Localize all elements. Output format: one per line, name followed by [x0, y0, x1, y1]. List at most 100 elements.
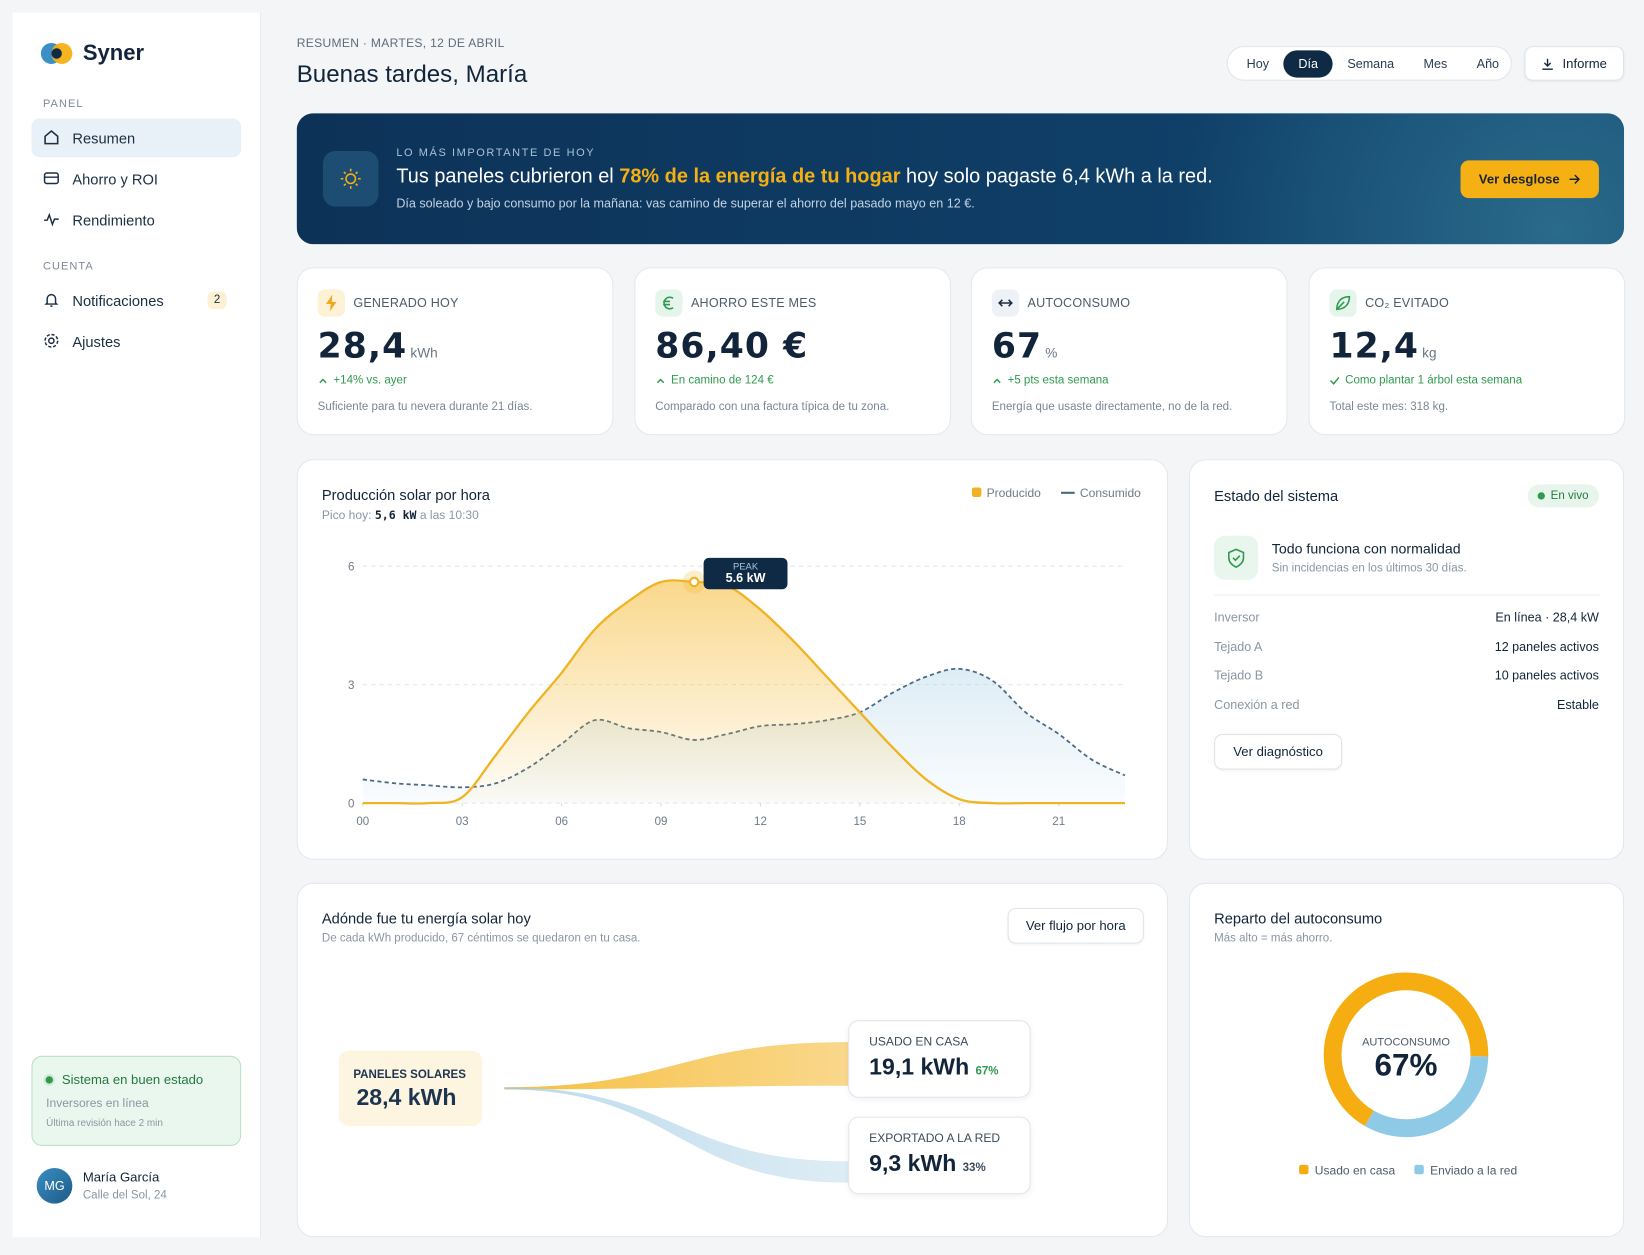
kpi-delta: +5 pts esta semana	[992, 374, 1109, 387]
peak-point	[688, 576, 700, 588]
row-label: Tejado B	[1214, 668, 1264, 683]
y-tick-label: 6	[348, 561, 354, 573]
kpi-value: 86,40 €	[655, 325, 808, 366]
banner-detail: Día soleado y bajo consumo por la mañana…	[396, 196, 975, 211]
user-name: María García	[82, 1170, 160, 1185]
delta-text: +5 pts esta semana	[1007, 374, 1109, 387]
text: a las 10:30	[416, 509, 479, 523]
period-pill[interactable]: Semana	[1347, 56, 1395, 71]
x-tick-label: 06	[555, 816, 568, 828]
donut-center-label: AUTOCONSUMO	[1362, 1036, 1450, 1048]
status-dot	[43, 1074, 56, 1086]
unit: kg	[1422, 344, 1437, 361]
target-box: EXPORTADO A LA RED 9,3 kWh 33%	[848, 1116, 1031, 1195]
delta-icon	[319, 378, 327, 384]
target-label: EXPORTADO A LA RED	[869, 1132, 1001, 1145]
delta-text: +14% vs. ayer	[333, 374, 407, 387]
period-pill[interactable]: Día	[1283, 49, 1333, 78]
flow-ribbon	[504, 1087, 849, 1183]
value: 12,4	[1329, 325, 1420, 366]
banner: LO MÁS IMPORTANTE DE HOY Tus paneles cub…	[296, 113, 1625, 245]
kpi-label: GENERADO HOY	[353, 295, 459, 311]
share: 67%	[975, 1065, 999, 1078]
peak-label: PEAK	[733, 560, 759, 571]
sidebar	[12, 12, 262, 1238]
icon	[43, 172, 59, 185]
nav-item[interactable]: Resumen	[31, 118, 242, 158]
peak-value: 5.6 kW	[726, 571, 766, 585]
nav-label: Ahorro y ROI	[72, 170, 159, 188]
report-button[interactable]: Informe	[1524, 46, 1625, 81]
diagnostic-button[interactable]: Ver diagnóstico	[1214, 733, 1343, 770]
card-title: Reparto del autoconsumo	[1214, 910, 1383, 927]
target-label: USADO EN CASA	[869, 1035, 969, 1049]
row-value: Estable	[1556, 697, 1599, 713]
x-tick-label: 21	[1052, 816, 1065, 828]
banner-eyebrow: LO MÁS IMPORTANTE DE HOY	[396, 146, 596, 160]
row-label: Inversor	[1214, 610, 1260, 625]
icon	[44, 333, 59, 348]
page-title: Buenas tardes, María	[296, 59, 528, 88]
value: 28,4	[317, 325, 408, 366]
unit: kWh	[410, 344, 438, 361]
kpi-note: Total este mes: 318 kg.	[1329, 400, 1449, 414]
button-label: Informe	[1562, 56, 1607, 71]
status-line: Última revisión hace 2 min	[46, 1117, 163, 1130]
icon	[44, 130, 59, 145]
icon	[663, 296, 674, 310]
kpi-icon	[991, 289, 1020, 317]
kpi-delta: En camino de 124 €	[655, 374, 774, 387]
icon	[44, 293, 59, 307]
value: 86,40 €	[655, 325, 809, 366]
legend-swatch	[1299, 1164, 1309, 1175]
banner-button[interactable]: Ver desglose	[1460, 160, 1599, 199]
kpi-delta: Como plantar 1 árbol esta semana	[1329, 374, 1522, 387]
icon	[998, 299, 1013, 307]
highlight: 78% de la energía de tu hogar	[619, 165, 901, 188]
value: 19,1 kWh	[869, 1053, 970, 1080]
period-switch: Hoy Día Semana Mes Año	[1226, 46, 1512, 81]
ok-detail: Sin incidencias en los últimos 30 días.	[1271, 561, 1467, 575]
text: Pico hoy:	[321, 509, 375, 523]
card-title: Estado del sistema	[1214, 487, 1339, 505]
period-pill[interactable]: Hoy	[1246, 56, 1270, 71]
nav-item[interactable]: Rendimiento	[31, 200, 241, 239]
source-box: PANELES SOLARES 28,4 kWh	[338, 1050, 483, 1127]
nav-item[interactable]: Ajustes	[31, 322, 241, 361]
value: 9,3 kWh	[869, 1150, 957, 1177]
system-status: Sistema en buen estado Inversores en lín…	[31, 1055, 242, 1146]
legend-label: Usado en casa	[1315, 1163, 1396, 1177]
icon	[1336, 295, 1351, 311]
nav-label: Rendimiento	[72, 211, 155, 229]
nav-label: Ajustes	[72, 332, 121, 350]
kpi-card: AUTOCONSUMO 67% +5 pts esta semana Energía …	[970, 267, 1288, 436]
x-tick-label: 00	[356, 816, 369, 828]
peak-value: 5,6 kW	[374, 508, 417, 523]
kpi-card: GENERADO HOY 28,4 kWh +14% vs. ayer Suficien…	[296, 267, 614, 436]
kpi-value: 12,4 kg	[1329, 325, 1436, 366]
donut-segment	[1364, 1055, 1489, 1138]
banner-headline: Tus paneles cubrieron el 78% de la energ…	[396, 166, 1212, 189]
nav-item[interactable]: Ahorro y ROI	[31, 159, 241, 198]
legend-swatch	[1414, 1164, 1424, 1175]
row-value: 10 paneles activos	[1494, 668, 1599, 683]
period-pill[interactable]: Año	[1476, 56, 1500, 71]
delta-text: En camino de 124 €	[671, 374, 774, 387]
nav-item[interactable]: Notificaciones 2	[31, 281, 241, 320]
target-value: 19,1 kWh 67%	[869, 1054, 998, 1081]
row-label: Tejado A	[1214, 639, 1263, 654]
period-pill[interactable]: Mes	[1423, 56, 1448, 71]
flow-button[interactable]: Ver flujo por hora	[1007, 907, 1144, 944]
peak-tooltip	[703, 557, 788, 590]
nav-section: CUENTA	[42, 260, 94, 273]
source-label: PANELES SOLARES	[353, 1068, 466, 1081]
x-tick-label: 15	[853, 816, 866, 828]
kpi-icon	[1329, 289, 1357, 317]
kpi-delta: +14% vs. ayer	[318, 374, 407, 387]
kpi-value: 28,4 kWh	[318, 325, 438, 366]
chevron	[1329, 376, 1340, 385]
kpi-label: AHORRO ESTE MES	[690, 295, 817, 311]
flow-ribbons	[504, 1042, 849, 1183]
